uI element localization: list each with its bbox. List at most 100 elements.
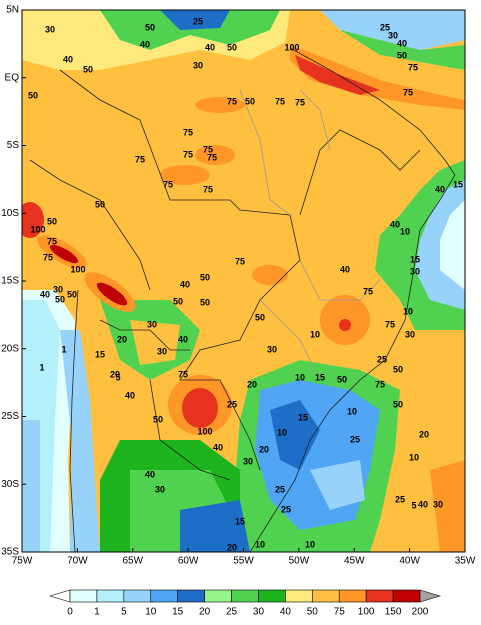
contour-label: 30 (388, 30, 398, 40)
state-borders (239, 89, 381, 381)
contour-label: 100 (284, 42, 299, 52)
colorbar-label: 20 (199, 607, 211, 618)
contour-label: 75 (295, 97, 305, 107)
contour-label: 50 (173, 296, 183, 306)
colorbar-box (392, 589, 421, 603)
lon-label: 35W (455, 556, 476, 567)
contour-label: 40 (40, 289, 50, 299)
contour-label: 15 (315, 372, 325, 382)
contour-label: 40 (140, 39, 150, 49)
colorbar-box (285, 589, 313, 603)
contour-label: 40 (435, 184, 445, 194)
contour-label: 50 (397, 50, 407, 60)
borders (29, 47, 456, 552)
colorbar-box (150, 589, 178, 603)
contour-label: 30 (267, 344, 277, 354)
contour-label: 75 (403, 87, 413, 97)
contour-label: 75 (47, 236, 57, 246)
contour-label: 50 (245, 96, 255, 106)
contour-label: 20 (117, 334, 127, 344)
colorbar-box (123, 589, 152, 603)
contour-label: 20 (110, 369, 120, 379)
contour-label: 20 (247, 379, 257, 389)
colorbar-box (177, 589, 205, 603)
contour-label: 50 (227, 42, 237, 52)
contour-label: 10 (409, 452, 419, 462)
contour-label: 10 (277, 427, 287, 437)
lon-label: 50W (289, 556, 310, 567)
colorbar-label: 10 (145, 607, 157, 618)
contour-label: 75 (183, 127, 193, 137)
contour-label: 75 (207, 152, 217, 162)
contour-label: 30 (433, 499, 443, 509)
lat-label: 10S (1, 208, 19, 219)
lon-label: 55W (233, 556, 254, 567)
contour-label: 15 (95, 349, 105, 359)
contour-label: 40 (180, 279, 190, 289)
colorbar-label: 200 (412, 607, 429, 618)
contour-label: 30 (53, 284, 63, 294)
contour-label: 100 (30, 224, 45, 234)
contour-label: 50 (393, 364, 403, 374)
contour-label: 40 (213, 442, 223, 452)
colorbar-over (419, 589, 442, 603)
contour-label: 75 (385, 319, 395, 329)
contour-label: 25 (275, 484, 285, 494)
contour-label: 75 (275, 96, 285, 106)
colorbar-label: 150 (385, 607, 402, 618)
lon-label: 75W (12, 556, 33, 567)
contour-label: 50 (393, 399, 403, 409)
lat-label: 15S (1, 276, 19, 287)
colorbar-label: 5 (121, 607, 127, 618)
contour-label: 75 (135, 154, 145, 164)
contour-label: 15 (410, 254, 420, 264)
contour-label: 25 (193, 16, 203, 26)
contour-label: 40 (178, 334, 188, 344)
colorbar-box (96, 589, 125, 603)
contour-label: 50 (200, 297, 210, 307)
contour-label: 1 (61, 344, 66, 354)
contour-label: 50 (67, 289, 77, 299)
contour-label: 40 (125, 390, 135, 400)
contour-label: 50 (337, 374, 347, 384)
contour-label: 50 (200, 272, 210, 282)
contour-label: 30 (405, 329, 415, 339)
colorbar-box (204, 589, 232, 603)
contour-label: 25 (227, 399, 237, 409)
contour-label: 10 (310, 329, 320, 339)
colorbar-label: 25 (226, 607, 238, 618)
contour-label: 10 (305, 539, 315, 549)
lat-label: EQ (5, 72, 20, 83)
contour-label: 40 (145, 469, 155, 479)
colorbar-box (312, 589, 340, 603)
contour-label: 50 (55, 294, 65, 304)
colorbar-label: 0 (67, 607, 73, 618)
contour-label: 5 (115, 372, 120, 382)
contour-label: 30 (157, 346, 167, 356)
lon-label: 45W (344, 556, 365, 567)
contour-label: 50 (95, 199, 105, 209)
colorbar-label: 15 (172, 607, 184, 618)
contour-label: 75 (227, 96, 237, 106)
contour-label: 50 (153, 414, 163, 424)
lat-label: 5S (7, 140, 20, 151)
contour-label: 10 (347, 406, 357, 416)
contour-label: 15 (298, 412, 308, 422)
lon-label: 70W (67, 556, 88, 567)
lat-label: 5N (6, 5, 19, 16)
contour-label: 25 (377, 354, 387, 364)
map-fields (22, 10, 465, 552)
contour-label: 30 (410, 266, 420, 276)
contour-label: 40 (418, 499, 428, 509)
colorbar-box (231, 589, 259, 603)
contour-label: 5 (411, 500, 416, 510)
contour-label: 50 (255, 312, 265, 322)
contour-label: 75 (43, 252, 53, 262)
colorbar-label: 1 (94, 607, 100, 618)
contour-label: 15 (453, 179, 463, 189)
contour-label: 50 (145, 22, 155, 32)
contour-label: 50 (47, 216, 57, 226)
contour-label: 40 (63, 54, 73, 64)
lat-label: 25S (1, 411, 19, 422)
